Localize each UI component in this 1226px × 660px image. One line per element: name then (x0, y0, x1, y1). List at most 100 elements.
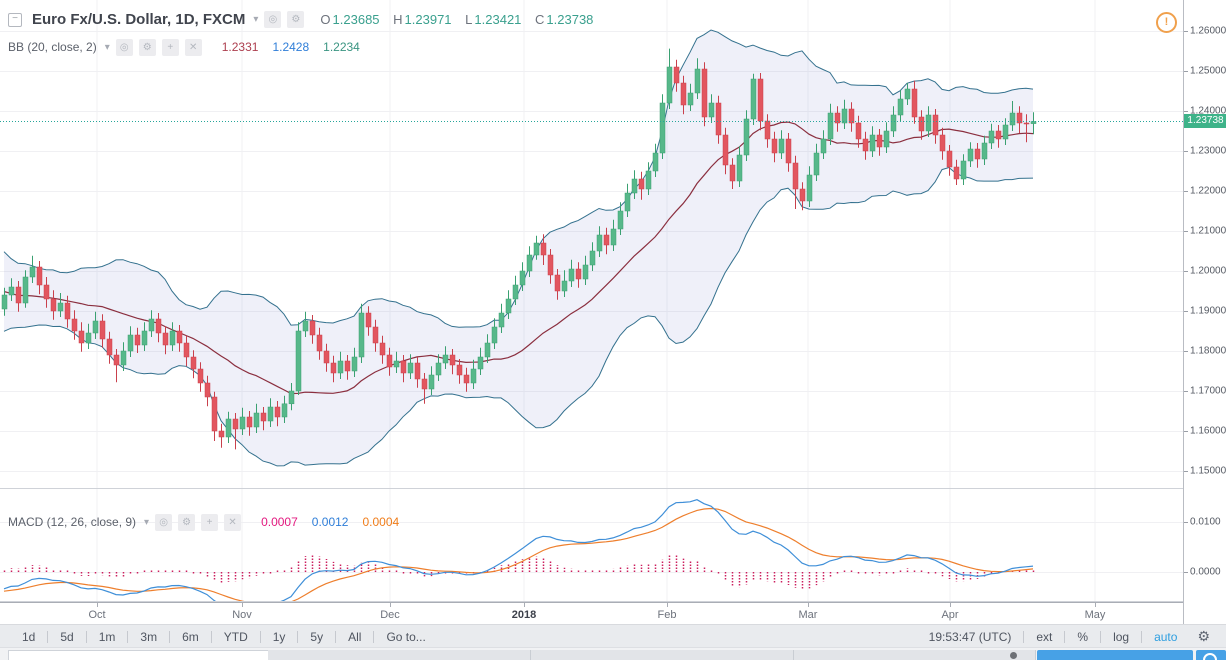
eye-icon[interactable]: ◎ (155, 513, 173, 531)
clock-utc: 19:53:47 (UTC) (928, 629, 1012, 644)
collapse-legend-icon[interactable]: − (8, 12, 22, 27)
price-tick (1184, 271, 1188, 272)
range-button-1m[interactable]: 1m (98, 629, 116, 644)
range-buttons: 1d 5d 1m 3m 6m YTD 1y 5y All Go to... (10, 630, 438, 644)
time-tick (242, 603, 243, 607)
range-button-6m[interactable]: 6m (182, 629, 199, 644)
open-label: O (320, 12, 331, 27)
range-button-1d[interactable]: 1d (22, 629, 36, 644)
time-axis[interactable]: Oct Nov Dec 2018 Feb Mar Apr May (0, 602, 1183, 625)
chevron-down-icon[interactable]: ▾ (104, 41, 110, 53)
panel-separator[interactable] (0, 488, 1226, 489)
bb-upper-line (3, 29, 1034, 328)
bb-value-0: 1.2331 (221, 40, 259, 54)
price-axis-label: 1.19000 (1190, 305, 1226, 317)
window-dot (1010, 652, 1017, 659)
price-axis-label: 1.21000 (1190, 225, 1226, 237)
bb-values: 1.2331 1.2428 1.2234 (208, 38, 360, 56)
settings-gear-icon[interactable]: ⚙ (1197, 628, 1210, 644)
high-label: H (393, 12, 403, 27)
window-tab-active[interactable] (8, 650, 269, 660)
window-tab[interactable] (268, 650, 531, 660)
time-axis-label-feb: Feb (657, 609, 677, 621)
price-axis-label: 1.25000 (1190, 65, 1226, 77)
divider (297, 630, 299, 643)
macd-value-1: 0.0012 (311, 515, 349, 529)
ohlc-readout: O 1.23685 H 1.23971 L 1.23421 C 1.23738 (310, 12, 593, 27)
mode-button-ext[interactable]: ext (1036, 629, 1053, 644)
price-tick (1184, 231, 1188, 232)
price-axis-label: 1.23000 (1190, 145, 1226, 157)
low-value: 1.23421 (474, 12, 522, 27)
blue-search-button[interactable] (1196, 650, 1226, 660)
time-tick (390, 603, 391, 607)
range-button-3m[interactable]: 3m (140, 629, 158, 644)
range-button-1y[interactable]: 1y (272, 629, 286, 644)
price-tick (1184, 31, 1188, 32)
data-warning-icon[interactable]: ! (1156, 12, 1177, 33)
price-axis-label: 1.24000 (1190, 105, 1226, 117)
divider (1100, 630, 1102, 643)
divider (1141, 630, 1143, 643)
price-tick (1184, 391, 1188, 392)
mode-button-auto[interactable]: auto (1154, 629, 1178, 644)
range-button-5y[interactable]: 5y (310, 629, 324, 644)
close-value: 1.23738 (546, 12, 594, 27)
macd-tick (1184, 522, 1188, 523)
price-axis-label: 1.18000 (1190, 345, 1226, 357)
close-icon[interactable]: ✕ (184, 38, 202, 56)
open-value: 1.23685 (332, 12, 380, 27)
divider (259, 630, 261, 643)
time-axis-label-dec: Dec (380, 609, 400, 621)
plus-icon[interactable]: + (161, 38, 179, 56)
macd-values: 0.0007 0.0012 0.0004 (247, 513, 399, 531)
price-tick (1184, 471, 1188, 472)
bottom-window-strip (0, 647, 1226, 660)
close-icon[interactable]: ✕ (224, 513, 242, 531)
main-price-chart[interactable] (0, 0, 1183, 488)
eye-icon[interactable]: ◎ (115, 38, 133, 56)
bb-basis-line (3, 121, 1034, 395)
current-price-badge: 1.23738 (1184, 114, 1226, 129)
eye-icon[interactable]: ◎ (264, 11, 282, 28)
mode-button-[interactable]: % (1077, 629, 1089, 644)
plus-icon[interactable]: + (201, 513, 219, 531)
price-axis-label: 1.20000 (1190, 265, 1226, 277)
gear-icon[interactable]: ⚙ (287, 11, 305, 28)
price-axis[interactable]: 1.26000 1.25000 1.24000 1.23000 1.22000 1.210… (1183, 0, 1226, 624)
blue-banner[interactable] (1037, 650, 1193, 660)
chevron-down-icon[interactable]: ▾ (253, 14, 259, 25)
macd-value-2: 0.0004 (362, 515, 400, 529)
scale-modes: ext% log auto (1024, 630, 1189, 644)
chevron-down-icon[interactable]: ▾ (144, 516, 150, 528)
range-button-5d[interactable]: 5d (60, 629, 74, 644)
time-tick (524, 603, 525, 607)
range-button-all[interactable]: All (348, 629, 362, 644)
time-axis-label-nov: Nov (232, 609, 252, 621)
macd-label[interactable]: MACD (12, 26, close, 9) (8, 515, 137, 529)
chart-toolbar: 1d 5d 1m 3m 6m YTD 1y 5y All Go to... 19:53:47 (U… (0, 624, 1226, 648)
bb-value-2: 1.2234 (323, 40, 360, 54)
range-button-ytd[interactable]: YTD (223, 629, 248, 644)
time-tick (97, 603, 98, 607)
divider (373, 630, 375, 643)
panel-separator-2[interactable] (0, 601, 1183, 602)
symbol-title[interactable]: Euro Fx/U.S. Dollar, 1D, FXCM (32, 11, 246, 28)
gear-icon[interactable]: ⚙ (138, 38, 156, 56)
time-tick (808, 603, 809, 607)
bb-label[interactable]: BB (20, close, 2) (8, 40, 97, 54)
bb-lower-line (3, 166, 1034, 467)
price-axis-label: 1.17000 (1190, 385, 1226, 397)
macd-indicator-chart[interactable] (0, 489, 1183, 602)
gear-icon[interactable]: ⚙ (178, 513, 196, 531)
window-tab[interactable] (794, 650, 1036, 660)
time-axis-label-may: May (1084, 609, 1106, 621)
range-button-goto[interactable]: Go to... (386, 629, 426, 644)
toolbar-right: 19:53:47 (UTC) ext% log auto ⚙ (917, 628, 1218, 645)
price-tick (1184, 311, 1188, 312)
window-tab[interactable] (531, 650, 794, 660)
mode-button-log[interactable]: log (1113, 629, 1130, 644)
macd-axis-label: 0.0100 (1190, 516, 1221, 528)
search-icon (1203, 653, 1217, 660)
